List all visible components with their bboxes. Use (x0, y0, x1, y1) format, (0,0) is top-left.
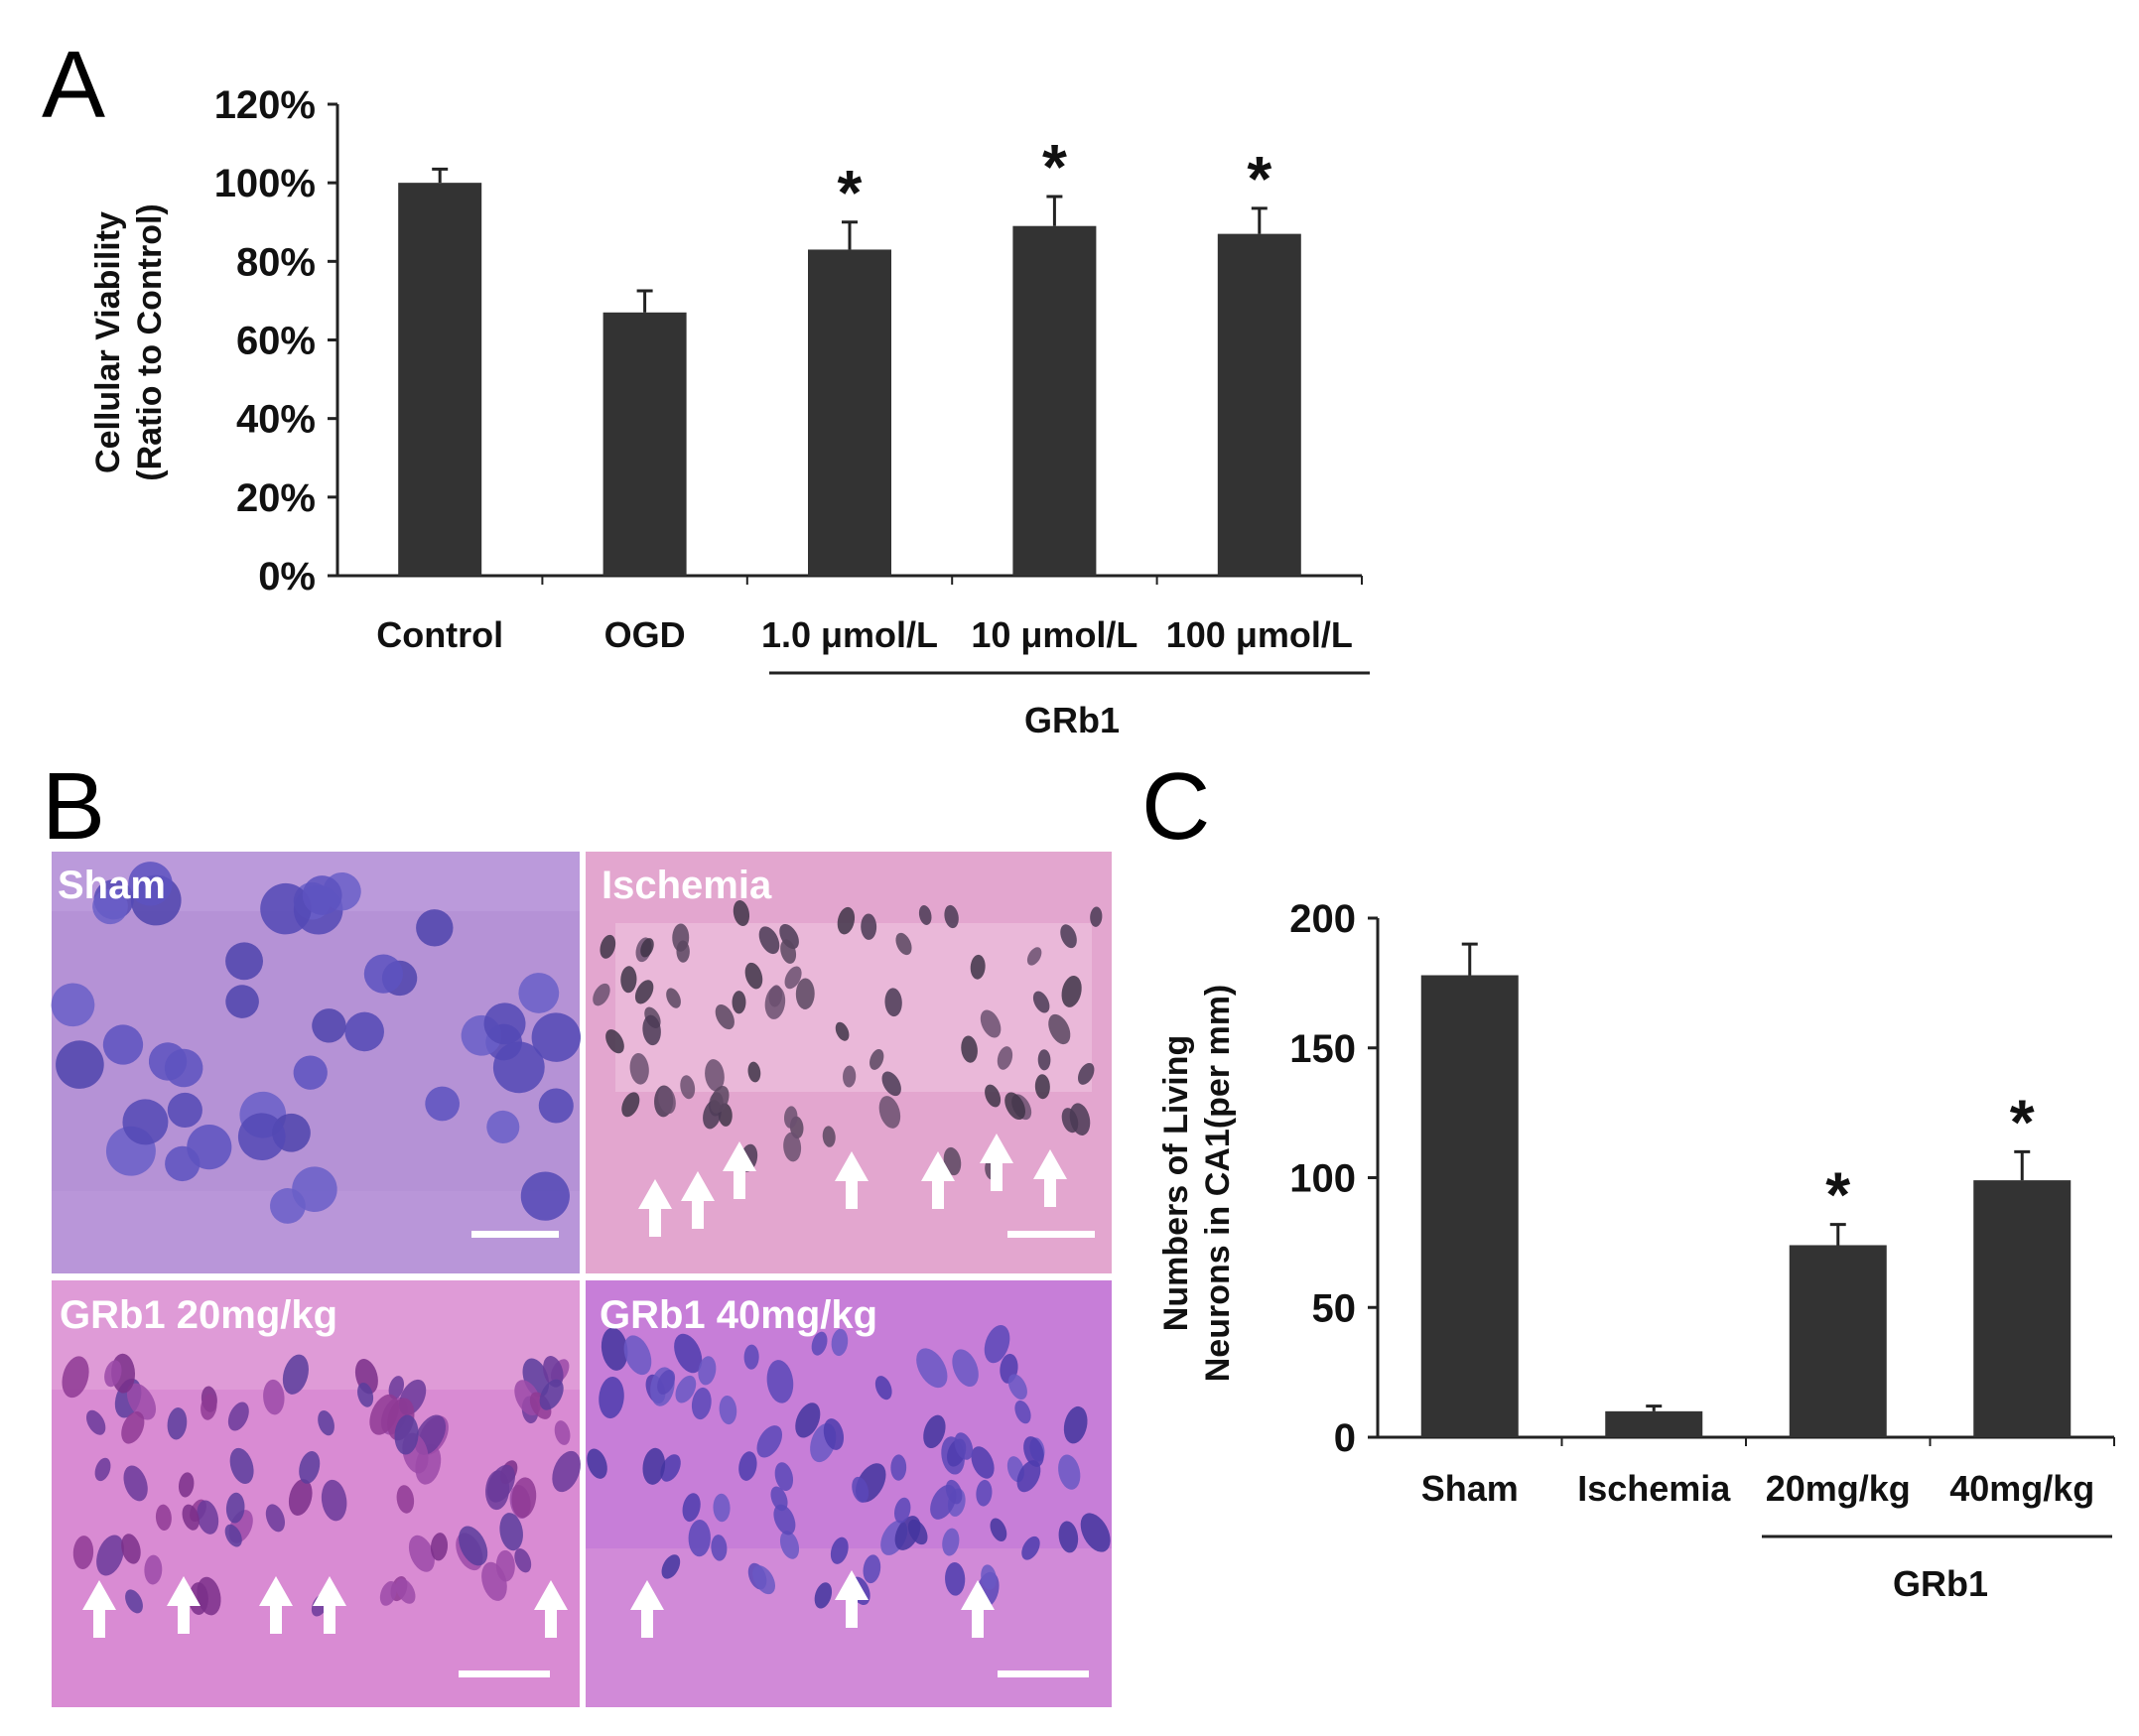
y-tick-label: 100% (214, 162, 316, 205)
category-label: Sham (1421, 1468, 1519, 1509)
category-label: Ischemia (1577, 1468, 1731, 1509)
bar (1420, 975, 1519, 1437)
chart-c-error-bars (1461, 942, 2031, 1411)
y-tick-label: 0% (258, 555, 316, 599)
category-label: Control (376, 614, 503, 655)
chart-c-x-ticks (1560, 1437, 2115, 1446)
significance-star: * (1042, 131, 1067, 202)
tissue-texture (587, 1325, 1111, 1609)
chart-a-error-bars (432, 167, 1268, 313)
category-label: 20mg/kg (1766, 1468, 1911, 1509)
error-bar (1251, 206, 1268, 234)
chart-c-bars (1420, 975, 2072, 1437)
micrograph-label-grb1-40: GRb1 40mg/kg (600, 1293, 877, 1337)
chart-a-y-ticks (328, 102, 337, 578)
error-bar (1046, 195, 1063, 226)
category-label: OGD (604, 614, 686, 655)
significance-star: * (838, 157, 863, 228)
chart-a-y-tick-labels: 0% 20% 40% 60% 80% 100% 120% (214, 83, 316, 599)
chart-a-category-labels: Control OGD 1.0 μmol/L 10 μmol/L 100 μmol/L (376, 614, 1353, 655)
tissue-texture (51, 862, 582, 1224)
y-tick-label: 20% (236, 476, 316, 520)
micrograph-grb1-20: GRb1 20mg/kg (52, 1280, 581, 1707)
error-bar (842, 220, 858, 250)
y-tick-label: 80% (236, 240, 316, 284)
micrograph-ischemia: Ischemia (586, 852, 1112, 1273)
category-label: 100 μmol/L (1166, 614, 1353, 655)
chart-a-bars (398, 183, 1301, 577)
chart-c-ylabel-line2: Neurons in CA1(per mm) (1199, 985, 1237, 1383)
chart-a: 0% 20% 40% 60% 80% 100% 120% * * * Control OGD 1.0… (89, 83, 1370, 740)
tissue-texture (593, 900, 1103, 1180)
y-tick-label: 60% (236, 320, 316, 363)
error-bar (1646, 1404, 1663, 1411)
error-bar (2014, 1149, 2031, 1181)
chart-c-category-labels: Sham Ischemia 20mg/kg 40mg/kg (1421, 1468, 2095, 1509)
micrograph-grb1-40: GRb1 40mg/kg (586, 1280, 1112, 1707)
chart-c-significance: ** (1825, 1086, 2035, 1230)
scale-bar (998, 1670, 1089, 1677)
y-tick-label: 100 (1289, 1157, 1356, 1201)
y-tick-label: 120% (214, 83, 316, 127)
micrograph-label-ischemia: Ischemia (602, 864, 772, 907)
panel-label-c: C (1141, 753, 1210, 860)
chart-a-ylabel-line1: Cellular Viability (89, 211, 127, 473)
y-tick-label: 40% (236, 398, 316, 442)
micrograph-label-grb1-20: GRb1 20mg/kg (60, 1293, 337, 1337)
bar (398, 183, 482, 576)
scale-bar (1007, 1231, 1095, 1238)
chart-a-significance: * * * (838, 131, 1272, 228)
y-tick-label: 0 (1334, 1416, 1356, 1460)
significance-star: * (1825, 1159, 1850, 1231)
micrograph-label-sham: Sham (58, 864, 166, 907)
bar (1789, 1245, 1887, 1437)
chart-c-y-tick-labels: 0 50 100 150 200 (1289, 897, 1356, 1460)
significance-star: * (1247, 143, 1271, 214)
bar (1217, 233, 1301, 576)
scale-bar (459, 1670, 550, 1677)
bar (1605, 1410, 1703, 1437)
error-bar (636, 289, 653, 313)
error-bar (1829, 1223, 1846, 1246)
category-label: 10 μmol/L (971, 614, 1137, 655)
micrograph-sham: Sham (51, 852, 582, 1273)
bar (1012, 225, 1097, 577)
chart-c-ylabel: Numbers of Living Neurons in CA1(per mm) (1157, 985, 1237, 1383)
significance-star: * (2010, 1086, 2035, 1157)
bar (1973, 1180, 2072, 1437)
category-label: 1.0 μmol/L (761, 614, 938, 655)
chart-a-ylabel-line2: (Ratio to Control) (131, 203, 169, 481)
bar (808, 249, 891, 577)
panel-label-b: B (42, 753, 105, 860)
y-tick-label: 150 (1289, 1027, 1356, 1071)
bar (602, 312, 687, 576)
chart-c-group-label: GRb1 (1893, 1563, 1988, 1604)
error-bar (1461, 942, 1478, 976)
chart-a-ylabel: Cellular Viability (Ratio to Control) (89, 203, 169, 481)
micrograph-grid: Sham Ischemia GRb1 20mg/kg GRb1 (51, 852, 1112, 1707)
panel-label-a: A (42, 32, 105, 138)
chart-c-ylabel-line1: Numbers of Living (1157, 1035, 1195, 1331)
y-tick-label: 200 (1289, 897, 1356, 941)
scale-bar (471, 1231, 559, 1238)
tissue-texture (62, 1353, 581, 1617)
category-label: 40mg/kg (1949, 1468, 2094, 1509)
chart-c-y-ticks (1368, 916, 1378, 1439)
chart-a-x-ticks (541, 576, 1363, 585)
y-tick-label: 50 (1312, 1286, 1357, 1330)
chart-a-group-label: GRb1 (1024, 700, 1120, 740)
error-bar (432, 167, 449, 184)
